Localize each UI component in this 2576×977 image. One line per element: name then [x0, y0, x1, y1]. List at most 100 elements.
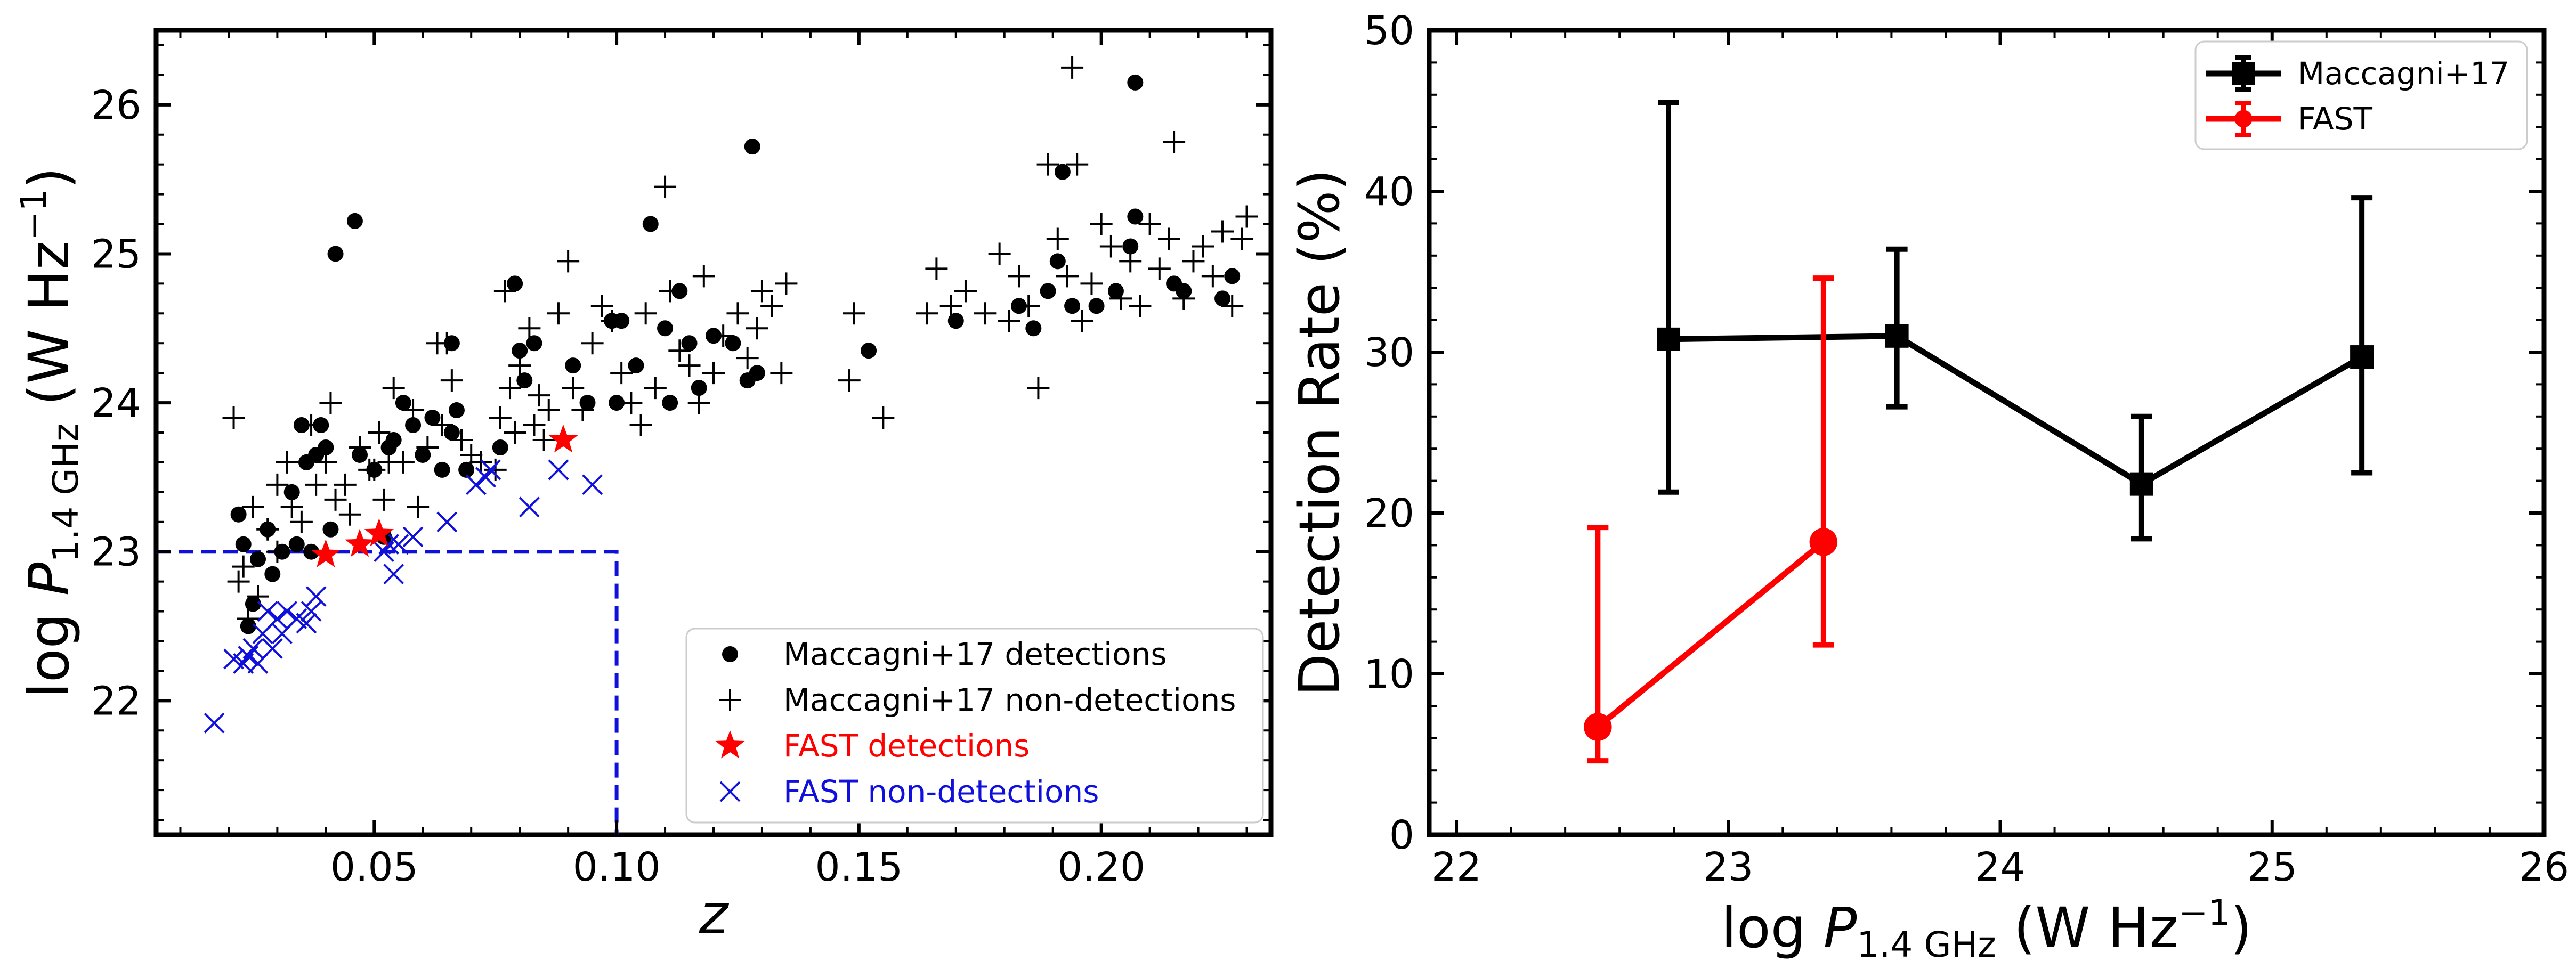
left-point-maccagni-17-non-detections	[222, 406, 245, 429]
left-point-fast-non-detections	[296, 613, 317, 634]
left-point-maccagni-17-non-detections	[1192, 235, 1214, 258]
left-x-axis-label: z	[699, 882, 730, 947]
left-point-maccagni-17-non-detections	[939, 295, 962, 317]
left-point-maccagni-17-non-detections	[266, 473, 289, 496]
left-point-maccagni-17-non-detections	[1230, 227, 1253, 250]
left-y-tick-label: 23	[91, 530, 141, 575]
left-point-maccagni-17-non-detections	[760, 295, 783, 317]
left-point-maccagni-17-non-detections	[518, 317, 541, 340]
right-point-maccagni-17	[2350, 345, 2374, 369]
left-point-maccagni-17-detections	[443, 335, 460, 352]
left-point-fast-non-detections	[277, 601, 297, 622]
left-point-maccagni-17-non-detections	[305, 473, 328, 496]
left-point-maccagni-17-detections	[516, 372, 533, 389]
left-point-maccagni-17-detections	[657, 320, 674, 337]
right-legend-label-maccagni: Maccagni+17	[2298, 55, 2509, 92]
left-point-maccagni-17-detections	[861, 343, 877, 359]
left-point-maccagni-17-detections	[744, 139, 760, 155]
right-legend-label-fast: FAST	[2298, 101, 2373, 137]
left-point-maccagni-17-non-detections	[338, 503, 361, 526]
right-x-tick-label: 22	[1431, 844, 1481, 890]
left-point-maccagni-17-detections	[579, 395, 596, 411]
right-data-marks	[1584, 100, 2374, 764]
right-axis-ticks: 22 23 24 25 26 0 10 20 30 40 50	[1364, 8, 2569, 890]
right-point-maccagni-17	[2129, 472, 2153, 496]
left-point-maccagni-17-detections	[1176, 283, 1192, 299]
left-point-maccagni-17-non-detections	[241, 495, 264, 518]
left-point-maccagni-17-non-detections	[537, 399, 560, 422]
left-point-maccagni-17-detections	[1127, 74, 1144, 91]
right-x-tick-label: 23	[1703, 844, 1753, 890]
left-point-maccagni-17-non-detections	[702, 362, 725, 385]
right-x-axis-label: log P1.4 GHz (W Hz−1)	[1721, 892, 2252, 965]
left-legend-symbol-fast-non-detections	[719, 781, 741, 802]
left-legend-symbol-fast-detections	[715, 730, 745, 759]
left-point-maccagni-17-non-detections	[750, 280, 773, 303]
left-point-maccagni-17-non-detections	[1090, 213, 1113, 235]
left-point-maccagni-17-detections	[405, 417, 422, 434]
left-point-maccagni-17-non-detections	[334, 473, 357, 496]
left-point-maccagni-17-detections	[565, 357, 581, 374]
left-point-maccagni-17-non-detections	[528, 384, 550, 407]
left-point-maccagni-17-detections	[628, 357, 644, 374]
left-point-maccagni-17-non-detections	[372, 488, 395, 511]
left-x-tick-label: 0.15	[815, 844, 903, 890]
left-point-fast-non-detections	[582, 474, 603, 495]
left-point-maccagni-17-detections	[458, 461, 475, 478]
left-point-maccagni-17-detections	[448, 402, 465, 419]
right-point-fast	[1584, 713, 1612, 741]
left-point-fast-non-detections	[383, 564, 404, 585]
right-legend: Maccagni+17 FAST	[2194, 40, 2528, 150]
left-point-maccagni-17-non-detections	[547, 302, 570, 325]
left-y-tick-label: 22	[91, 678, 141, 724]
left-x-tick-label: 0.05	[330, 844, 418, 890]
left-point-maccagni-17-non-detections	[736, 347, 759, 370]
left-point-maccagni-17-non-detections	[916, 302, 938, 325]
right-x-tick-label: 25	[2247, 844, 2297, 890]
right-y-axis-label: Detection Rate (%)	[1287, 169, 1352, 696]
left-point-maccagni-17-non-detections	[469, 451, 492, 474]
left-point-maccagni-17-non-detections	[1235, 205, 1258, 228]
left-point-maccagni-17-non-detections	[998, 310, 1020, 332]
left-limit-dashed-line	[156, 550, 619, 835]
left-point-maccagni-17-detections	[706, 328, 722, 344]
left-point-maccagni-17-non-detections	[746, 317, 768, 340]
left-legend-box	[685, 628, 1264, 824]
left-point-fast-detections	[364, 518, 394, 547]
left-legend: Maccagni+17 detections Maccagni+17 non-d…	[685, 628, 1264, 824]
left-point-fast-non-detections	[242, 638, 264, 659]
left-point-maccagni-17-non-detections	[581, 332, 604, 355]
left-point-fast-non-detections	[257, 601, 278, 622]
left-point-maccagni-17-detections	[512, 343, 528, 359]
left-point-maccagni-17-non-detections	[775, 272, 798, 295]
left-point-maccagni-17-detections	[230, 506, 247, 523]
right-plot-frame	[1427, 28, 2547, 837]
left-point-maccagni-17-detections	[1088, 298, 1105, 314]
left-point-fast-non-detections	[388, 534, 409, 555]
left-point-maccagni-17-detections	[313, 417, 329, 434]
left-point-maccagni-17-non-detections	[1027, 377, 1050, 400]
left-point-maccagni-17-non-detections	[692, 265, 715, 288]
left-point-maccagni-17-detections	[235, 536, 252, 552]
left-point-fast-non-detections	[519, 496, 540, 518]
left-point-maccagni-17-non-detections	[988, 242, 1011, 265]
left-point-maccagni-17-detections	[366, 461, 383, 478]
left-point-maccagni-17-non-detections	[1080, 272, 1103, 295]
left-point-maccagni-17-detections	[434, 461, 450, 478]
left-point-maccagni-17-detections	[346, 213, 363, 229]
left-point-maccagni-17-detections	[327, 246, 344, 262]
left-point-maccagni-17-non-detections	[1138, 213, 1161, 235]
left-point-fast-non-detections	[436, 511, 458, 533]
left-point-maccagni-17-non-detections	[557, 250, 580, 273]
right-legend-symbols	[2206, 55, 2281, 137]
left-point-maccagni-17-non-detections	[227, 570, 250, 593]
left-point-maccagni-17-non-detections	[484, 458, 507, 481]
left-point-maccagni-17-detections	[492, 439, 508, 455]
left-legend-label-fast-detections: FAST detections	[783, 728, 1030, 764]
left-point-maccagni-17-detections	[1040, 283, 1056, 299]
left-point-maccagni-17-detections	[385, 431, 402, 448]
left-point-maccagni-17-non-detections	[489, 406, 512, 429]
right-y-tick-label: 10	[1364, 652, 1414, 697]
left-point-maccagni-17-non-detections	[498, 377, 521, 400]
left-point-maccagni-17-detections	[352, 446, 368, 463]
